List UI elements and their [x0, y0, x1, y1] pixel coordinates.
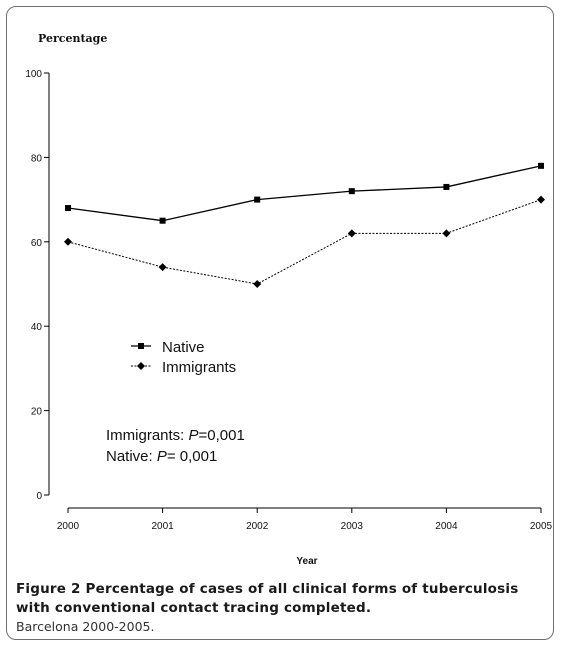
legend: Native Immigrants [131, 339, 236, 376]
figure-frame [6, 6, 554, 640]
y-tick-label: 0 [36, 491, 42, 502]
legend-marker-immigrants [137, 362, 145, 370]
legend-label-native: Native [162, 339, 205, 356]
data-point-immigrants [64, 237, 72, 246]
data-point-immigrants [158, 263, 167, 272]
series-layer [64, 162, 545, 288]
data-point-native [443, 183, 450, 190]
annotation-immigrants-p: Immigrants: P=0,001 [106, 427, 245, 444]
caption-subtitle: Barcelona 2000-2005. [16, 619, 155, 634]
y-tick-label: 100 [25, 69, 42, 80]
series-line-immigrants [67, 199, 542, 285]
series-line-native [67, 165, 542, 222]
data-point-immigrants [253, 280, 262, 288]
data-point-native [538, 162, 544, 169]
annotation-native-p: Native: P= 0,001 [106, 448, 217, 465]
x-tick-label: 2002 [246, 521, 269, 532]
y-tick-label: 60 [31, 238, 43, 249]
legend-marker-native [138, 343, 144, 349]
data-point-native [254, 196, 261, 203]
x-ticks: 2000 2001 2002 2003 2004 2005 [57, 508, 553, 532]
x-axis-label: Year [296, 556, 317, 567]
legend-label-immigrants: Immigrants [162, 359, 236, 376]
y-axis-label: Percentage [38, 32, 107, 45]
y-ticks: 0 20 40 60 80 100 [25, 69, 49, 502]
figure-caption: Figure 2 Percentage of cases of all clin… [16, 580, 544, 636]
data-point-native [65, 205, 71, 212]
x-tick-label: 2004 [435, 521, 458, 532]
x-tick-label: 2001 [151, 521, 174, 532]
data-point-immigrants [347, 229, 356, 238]
line-chart: Percentage 0 20 40 60 80 100 2000 2001 2002 2003… [25, 32, 553, 567]
y-tick-label: 40 [31, 322, 43, 333]
data-point-immigrants [442, 229, 451, 238]
data-point-native [348, 188, 355, 195]
data-point-native [159, 217, 166, 224]
x-tick-label: 2000 [57, 521, 80, 532]
y-tick-label: 80 [31, 153, 43, 164]
x-tick-label: 2005 [530, 521, 553, 532]
x-tick-label: 2003 [341, 521, 364, 532]
y-tick-label: 20 [31, 407, 43, 418]
data-point-immigrants [537, 195, 545, 204]
caption-title: Figure 2 Percentage of cases of all clin… [16, 581, 519, 616]
